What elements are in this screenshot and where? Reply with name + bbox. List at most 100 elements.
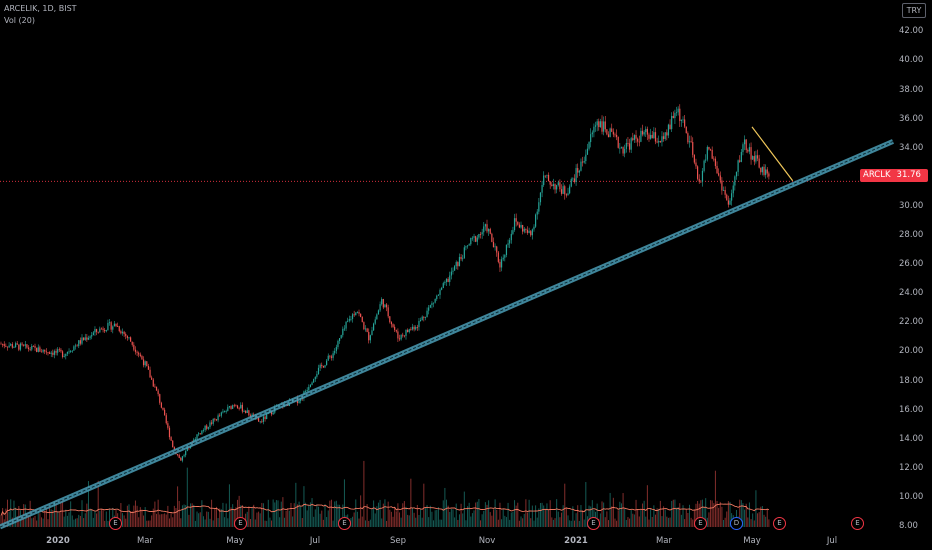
volume-bar (389, 509, 391, 527)
candle-body (366, 328, 368, 332)
candle-body (612, 131, 614, 135)
candle-body (554, 184, 556, 190)
volume-bar (413, 512, 415, 527)
candle-body (313, 379, 315, 383)
volume-bar (499, 502, 501, 527)
candle-body (407, 329, 409, 333)
candle-body (110, 322, 112, 330)
volume-bar (259, 513, 261, 527)
candle-body (690, 141, 692, 143)
volume-bar (569, 520, 571, 527)
candle-body (181, 456, 184, 461)
volume-bar (75, 518, 77, 527)
volume-bar (240, 505, 242, 527)
x-tick-label: Mar (136, 536, 154, 546)
candle-body (695, 162, 697, 167)
volume-bar (128, 504, 130, 527)
candle-body (421, 316, 423, 320)
candle-body (458, 257, 461, 267)
volume-bar (462, 513, 464, 527)
candle-body (66, 352, 69, 354)
candle-body (662, 136, 665, 139)
volume-bar (50, 509, 52, 527)
volume-bar (653, 505, 655, 527)
candle-body (541, 185, 543, 193)
candle-body (624, 148, 626, 154)
candle-body (29, 349, 31, 350)
candle-body (199, 433, 201, 435)
volume-bar (2, 508, 4, 527)
earnings-event-marker[interactable]: E (338, 517, 351, 530)
candle-body (544, 175, 546, 177)
volume-bar (356, 511, 358, 527)
volume-bar (81, 500, 83, 527)
currency-badge[interactable]: TRY (902, 3, 926, 18)
earnings-event-marker[interactable]: E (109, 517, 122, 530)
volume-bar (238, 495, 240, 527)
earnings-event-marker[interactable]: E (587, 517, 600, 530)
volume-bar (271, 520, 273, 527)
volume-bar (480, 520, 482, 527)
candle-body (512, 230, 514, 234)
volume-bar (332, 520, 334, 527)
candle-body (222, 411, 224, 413)
volume-bar (497, 519, 499, 527)
candle-body (682, 119, 684, 121)
volume-bar (222, 502, 224, 527)
candle-body (241, 404, 243, 412)
earnings-event-marker[interactable]: E (851, 517, 864, 530)
candle-body (324, 365, 326, 368)
candle-body (240, 404, 242, 409)
volume-bar (760, 506, 762, 527)
candle-body (160, 402, 162, 408)
volume-bar (84, 513, 86, 527)
candle-body (658, 140, 660, 143)
volume-bar (382, 503, 384, 527)
volume-bar (689, 504, 690, 527)
volume-bar (415, 517, 417, 527)
dividend-event-marker[interactable]: D (730, 517, 743, 530)
volume-bar (573, 520, 575, 527)
candle-body (311, 382, 313, 385)
volume-bar (157, 499, 159, 527)
candle-body (34, 346, 36, 348)
volume-bar (60, 501, 62, 527)
candle-body (94, 329, 96, 333)
volume-bar (723, 519, 725, 527)
candle-body (257, 417, 260, 422)
x-tick-label: Sep (389, 536, 407, 546)
candle-body (0, 343, 2, 345)
volume-bar (407, 514, 409, 527)
volume-bar (527, 512, 528, 527)
candle-body (79, 340, 81, 344)
candle-body (14, 343, 17, 348)
volume-bar (637, 509, 639, 527)
candle-body (468, 244, 470, 246)
volume-bar (424, 508, 426, 527)
volume-bar (152, 508, 154, 527)
candle-body (424, 317, 427, 318)
volume-bar (768, 519, 770, 527)
candle-body (679, 108, 681, 121)
earnings-event-marker[interactable]: E (234, 517, 247, 530)
candle-body (740, 152, 742, 162)
candle-body (726, 194, 728, 201)
volume-bar (131, 511, 133, 527)
volume-bar (220, 509, 222, 527)
volume-bar (646, 485, 648, 527)
volume-bar (215, 506, 217, 527)
candle-body (504, 255, 506, 258)
volume-bar (305, 502, 307, 527)
candle-body (211, 422, 213, 424)
earnings-event-marker[interactable]: E (694, 517, 707, 530)
candle-body (423, 316, 425, 318)
candle-body (685, 126, 687, 134)
candle-body (517, 221, 519, 225)
earnings-event-marker[interactable]: E (773, 517, 786, 530)
volume-bar (100, 509, 102, 527)
volume-bar (36, 520, 38, 527)
volume-bar (434, 510, 436, 527)
candle-body (763, 166, 765, 175)
volume-bar (122, 513, 123, 527)
